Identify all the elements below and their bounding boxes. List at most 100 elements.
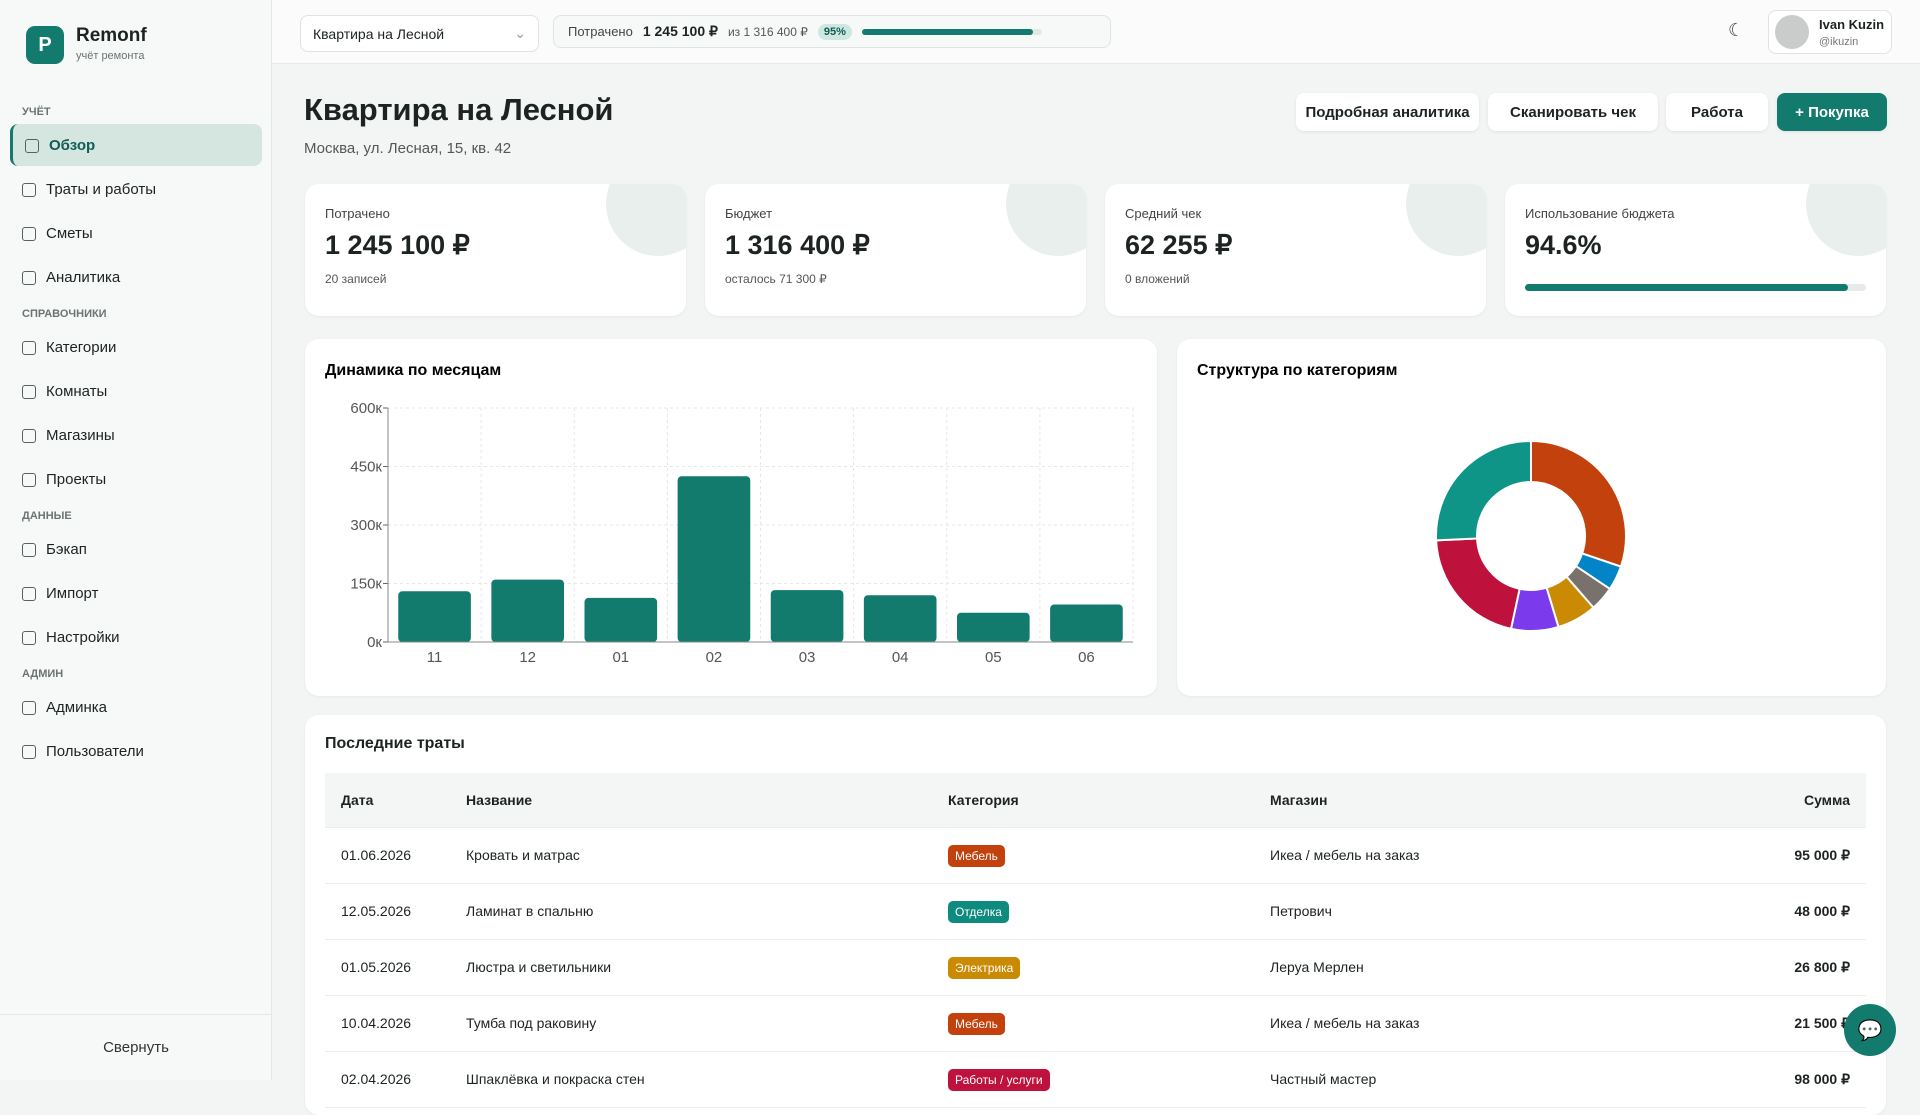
- donut-segment: [1435, 439, 1532, 542]
- sum: 26 800 ₽: [1666, 939, 1866, 996]
- stat-value: 94.6%: [1525, 230, 1602, 260]
- stat-value: 62 255 ₽: [1125, 230, 1233, 260]
- budget-strip: Потрачено 1 245 100 ₽ из 1 316 400 ₽ 95%: [553, 15, 1111, 48]
- x-tick-label: 12: [519, 649, 536, 666]
- category-badge: Электрика: [948, 957, 1021, 979]
- nav-section: СПРАВОЧНИКИ: [22, 308, 107, 320]
- nav-item[interactable]: Траты и работы: [10, 168, 262, 210]
- stat-value: 1 245 100 ₽: [325, 230, 470, 260]
- nav-item[interactable]: Комнаты: [10, 370, 262, 412]
- column-header: Дата: [325, 773, 450, 828]
- nav-item[interactable]: Пользователи: [10, 730, 262, 772]
- donut-card: Структура по категориям: [1177, 339, 1886, 696]
- sidebar: P Remonf учёт ремонта УЧЁТ Обзор Траты и р…: [0, 0, 272, 1080]
- bar: [1050, 604, 1123, 642]
- shop: Петрович: [1254, 883, 1667, 940]
- category-badge: Мебель: [948, 1013, 1005, 1035]
- nav-item[interactable]: Настройки: [10, 616, 262, 658]
- stat-label: Потрачено: [325, 206, 390, 221]
- sum: 98 000 ₽: [1666, 1051, 1866, 1108]
- usage-fill: [861, 28, 1033, 35]
- nav-item[interactable]: Магазины: [10, 414, 262, 456]
- page-title: Квартира на Лесной: [304, 92, 614, 127]
- header-row: Дата Название Категория Магазин Сумма: [325, 773, 1866, 828]
- column-header: Сумма: [1666, 773, 1866, 828]
- nav-section: УЧЁТ: [22, 106, 51, 118]
- decor: [1806, 184, 1886, 256]
- action-button[interactable]: Подробная аналитика: [1296, 93, 1479, 131]
- nav: УЧЁТ Обзор Траты и работы Сметы Аналитика СПР…: [10, 98, 262, 774]
- action-button[interactable]: Работа: [1666, 93, 1768, 131]
- nav-item[interactable]: Импорт: [10, 572, 262, 614]
- budget-of: из 1 316 400 ₽: [727, 24, 808, 39]
- shop: Леруа Мерлен: [1254, 939, 1667, 996]
- spent-value: 1 245 100 ₽: [642, 23, 718, 39]
- name: Тумба под раковину: [450, 995, 932, 1052]
- row[interactable]: 12.05.2026 Ламинат в спальню Отделка Петров…: [325, 883, 1866, 940]
- stat-label: Бюджет: [725, 206, 773, 221]
- sum: 21 500 ₽: [1666, 995, 1866, 1052]
- stat-card: Использование бюджета 94.6%: [1505, 184, 1886, 316]
- x-tick-label: 06: [1078, 649, 1095, 666]
- project-name: Квартира на Лесной: [313, 25, 445, 42]
- nav-item[interactable]: Проекты: [10, 458, 262, 500]
- x-tick-label: 03: [799, 649, 816, 666]
- nav-item[interactable]: Сметы: [10, 212, 262, 254]
- usage-track: [1525, 284, 1866, 291]
- stat-card: Потрачено 1 245 100 ₽ 20 записей: [305, 184, 686, 316]
- project-select[interactable]: Квартира на Лесной ⌄: [300, 15, 539, 52]
- logo: P: [26, 26, 64, 64]
- date: 01.06.2026: [325, 827, 450, 884]
- usage-fill: [1525, 284, 1848, 291]
- nav-item[interactable]: Бэкап: [10, 528, 262, 570]
- category-badge: Мебель: [948, 845, 1005, 867]
- decor: [1006, 184, 1086, 256]
- y-tick-label: 300к: [350, 517, 382, 534]
- bar: [770, 590, 844, 642]
- nav-item[interactable]: Категории: [10, 326, 262, 368]
- stat-note: 0 вложений: [1125, 272, 1190, 286]
- name: Кровать и матрас: [450, 827, 932, 884]
- nav-item[interactable]: Обзор: [10, 124, 262, 166]
- bar-chart: Динамика по месяцам 0к 150к 300к 450к 600к 11 1…: [325, 362, 1134, 666]
- y-tick-label: 450к: [350, 459, 382, 476]
- donut-segment: [1530, 439, 1627, 568]
- user-name: Ivan Kuzin: [1819, 16, 1885, 32]
- category-cell: Мебель: [932, 827, 1254, 884]
- table: Дата Название Категория Магазин Сумма 01.06.2…: [325, 773, 1866, 1108]
- category-cell: Работы / услуги: [932, 1051, 1254, 1108]
- stat-note: осталось 71 300 ₽: [725, 272, 827, 286]
- bar-card: Динамика по месяцам 0к 150к 300к 450к 600к 11 1…: [305, 339, 1157, 696]
- avatar: [1775, 15, 1809, 49]
- stat-label: Использование бюджета: [1525, 206, 1675, 221]
- column-header: Название: [450, 773, 932, 828]
- row[interactable]: 10.04.2026 Тумба под раковину Мебель Икеа /…: [325, 995, 1866, 1052]
- action-button[interactable]: + Покупка: [1777, 93, 1887, 131]
- row[interactable]: 02.04.2026 Шпаклёвка и покраска стен Работ…: [325, 1051, 1866, 1108]
- chart-title: Динамика по месяцам: [325, 362, 501, 379]
- date: 01.05.2026: [325, 939, 450, 996]
- row[interactable]: 01.06.2026 Кровать и матрас Мебель Икеа / м…: [325, 827, 1866, 884]
- sum: 48 000 ₽: [1666, 883, 1866, 940]
- stat-card: Бюджет 1 316 400 ₽ осталось 71 300 ₽: [705, 184, 1086, 316]
- name: Ламинат в спальню: [450, 883, 932, 940]
- nav-item[interactable]: Аналитика: [10, 256, 262, 298]
- collapse-button[interactable]: Свернуть: [0, 1014, 272, 1080]
- name: Шпаклёвка и покраска стен: [450, 1051, 932, 1108]
- name: Люстра и светильники: [450, 939, 932, 996]
- user-menu[interactable]: Ivan Kuzin @ikuzin: [1768, 10, 1892, 54]
- column-header: Категория: [932, 773, 1254, 828]
- table-card: Последние траты Дата Название Категория Маг…: [305, 715, 1886, 1115]
- date: 10.04.2026: [325, 995, 450, 1052]
- stat-value: 1 316 400 ₽: [725, 230, 870, 260]
- row[interactable]: 01.05.2026 Люстра и светильники Электрика Л…: [325, 939, 1866, 996]
- action-button[interactable]: Сканировать чек: [1488, 93, 1658, 131]
- chat-button[interactable]: 💬: [1844, 1004, 1896, 1056]
- x-tick-label: 04: [892, 649, 909, 666]
- sum: 95 000 ₽: [1666, 827, 1866, 884]
- y-tick-label: 150к: [350, 576, 382, 593]
- donut-chart: Структура по категориям: [1197, 362, 1627, 632]
- theme-toggle[interactable]: ☾: [1728, 20, 1745, 40]
- stat-card: Средний чек 62 255 ₽ 0 вложений: [1105, 184, 1486, 316]
- nav-item[interactable]: Админка: [10, 686, 262, 728]
